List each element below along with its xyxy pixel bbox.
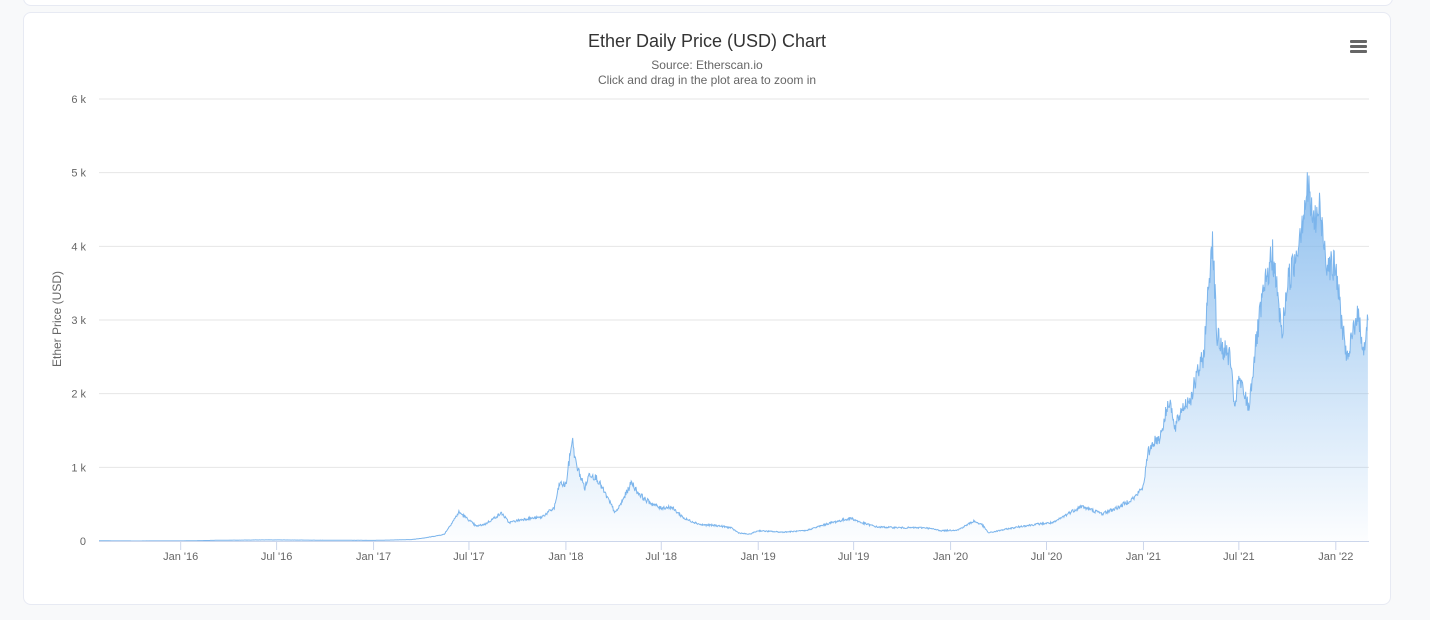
y-tick-label: 6 k (71, 94, 86, 106)
x-tick-label: Jan '22 (1318, 551, 1353, 563)
price-chart[interactable]: 0 1 k 2 k 3 k 4 k 5 k 6 k Jan '16 Jul '16 Jan '17… (24, 13, 1390, 604)
y-tick-label: 3 k (71, 315, 86, 327)
y-tick-label: 0 (80, 536, 86, 548)
x-tick-label: Jul '20 (1031, 551, 1062, 563)
menu-bar (1350, 40, 1367, 43)
price-area (99, 172, 1368, 542)
zoom-hint: Click and drag in the plot area to zoom … (597, 73, 817, 87)
x-tick-label: Jan '17 (356, 551, 391, 563)
x-tick-label: Jan '21 (1126, 551, 1161, 563)
y-axis-label: Ether Price (USD) (50, 271, 64, 367)
x-tick-label: Jul '16 (261, 551, 292, 563)
x-tick-label: Jul '19 (838, 551, 869, 563)
y-tick-label: 1 k (71, 462, 86, 474)
x-tick-label: Jul '18 (646, 551, 677, 563)
chart-subtitle: Source: Etherscan.io (651, 58, 763, 72)
menu-bar (1350, 45, 1367, 48)
previous-card (23, 0, 1393, 6)
y-tick-label: 5 k (71, 168, 86, 180)
y-tick-label: 2 k (71, 389, 86, 401)
x-tick-label: Jan '16 (163, 551, 198, 563)
x-tick-label: Jan '18 (548, 551, 583, 563)
y-tick-label: 4 k (71, 241, 86, 253)
x-tick-label: Jul '17 (453, 551, 484, 563)
x-tick-label: Jan '20 (933, 551, 968, 563)
menu-bar (1350, 50, 1367, 53)
chart-menu-icon[interactable] (1349, 38, 1369, 56)
chart-card: Ether Daily Price (USD) Chart Source: Et… (23, 12, 1391, 605)
x-tick-label: Jul '21 (1223, 551, 1254, 563)
chart-title: Ether Daily Price (USD) Chart (587, 31, 827, 51)
x-tick-label: Jan '19 (741, 551, 776, 563)
price-line (99, 172, 1369, 542)
